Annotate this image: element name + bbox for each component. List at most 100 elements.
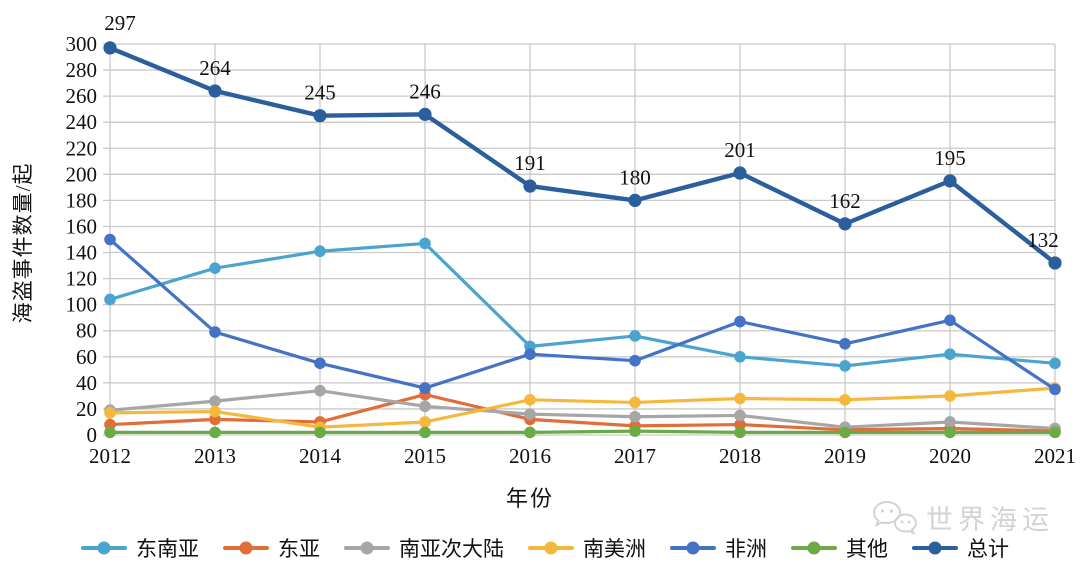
data-point-其他 (629, 425, 641, 437)
data-point-非洲 (524, 348, 536, 360)
data-point-南美洲 (209, 405, 221, 418)
y-tick-label: 280 (66, 58, 98, 82)
data-point-总计 (1048, 256, 1062, 270)
data-point-南美洲 (839, 394, 851, 406)
legend-label: 东亚 (278, 537, 320, 561)
total-data-label: 132 (1027, 228, 1059, 252)
x-tick-label: 2013 (194, 444, 236, 468)
x-tick-label: 2015 (404, 444, 446, 468)
data-point-总计 (103, 41, 117, 55)
data-point-其他 (1049, 426, 1061, 439)
legend-item-其他: 其他 (791, 533, 888, 563)
series-line-非洲 (108, 237, 1057, 391)
total-data-label: 180 (619, 165, 651, 189)
total-data-label: 264 (199, 56, 231, 80)
data-point-非洲 (104, 233, 116, 246)
data-point-东南亚 (419, 237, 431, 250)
total-data-label: 162 (829, 189, 861, 213)
data-point-总计 (418, 107, 432, 121)
x-tick-label: 2020 (929, 444, 971, 468)
data-point-南亚次大陆 (419, 400, 431, 413)
data-point-东南亚 (209, 262, 221, 274)
data-point-东南亚 (839, 360, 851, 372)
legend-label: 东南亚 (136, 537, 199, 561)
data-point-其他 (209, 426, 221, 439)
data-point-其他 (104, 426, 116, 439)
data-point-其他 (524, 426, 536, 439)
data-point-东南亚 (629, 330, 641, 342)
y-tick-label: 220 (66, 136, 98, 160)
watermark-text: 世界海运 (926, 505, 1054, 535)
x-tick-label: 2014 (299, 444, 342, 468)
data-point-其他 (839, 426, 851, 439)
y-tick-label: 20 (76, 397, 97, 421)
x-tick-label: 2012 (89, 444, 131, 468)
legend-swatch (81, 541, 127, 555)
legend-label: 南亚次大陆 (399, 537, 504, 561)
data-point-非洲 (944, 314, 956, 327)
data-point-东南亚 (734, 351, 746, 363)
data-point-总计 (838, 217, 852, 231)
data-point-南美洲 (734, 392, 746, 405)
series-line-南美洲 (108, 386, 1057, 429)
y-tick-label: 100 (66, 293, 98, 317)
total-data-label: 297 (104, 11, 136, 35)
data-point-总计 (943, 174, 957, 188)
data-point-南美洲 (419, 416, 431, 428)
y-tick-label: 160 (66, 214, 98, 238)
data-point-东南亚 (1049, 357, 1061, 370)
data-point-南美洲 (104, 407, 116, 419)
total-data-label: 195 (934, 146, 966, 170)
y-tick-label: 0 (87, 423, 98, 447)
legend-swatch (670, 541, 716, 555)
y-tick-label: 200 (66, 162, 98, 186)
y-tick-label: 300 (66, 32, 98, 56)
legend-swatch (791, 541, 837, 555)
data-point-非洲 (419, 382, 431, 394)
data-point-总计 (628, 193, 642, 207)
y-tick-label: 180 (66, 188, 98, 212)
data-point-南亚次大陆 (524, 408, 536, 420)
legend-marker-dot (807, 541, 821, 555)
data-point-南亚次大陆 (314, 384, 326, 397)
data-point-总计 (733, 166, 747, 180)
x-tick-label: 2016 (509, 444, 551, 468)
legend-marker-dot (239, 541, 253, 555)
legend-item-南美洲: 南美洲 (528, 533, 646, 563)
legend-marker-dot (928, 541, 942, 555)
legend-marker-dot (97, 541, 111, 555)
legend-item-南亚次大陆: 南亚次大陆 (344, 533, 504, 563)
series-line-南亚次大陆 (108, 389, 1057, 431)
data-point-非洲 (629, 354, 641, 367)
legend-item-东亚: 东亚 (223, 533, 320, 563)
y-tick-label: 140 (66, 241, 98, 265)
y-tick-label: 120 (66, 267, 98, 291)
legend-label: 非洲 (725, 537, 767, 561)
watermark: 世界海运 (872, 498, 1054, 537)
y-tick-label: 240 (66, 110, 98, 134)
legend-item-非洲: 非洲 (670, 533, 767, 563)
total-data-label: 201 (724, 138, 756, 162)
data-point-其他 (734, 426, 746, 439)
data-point-南美洲 (944, 390, 956, 402)
data-point-总计 (208, 84, 222, 98)
line-chart: 0204060801001201401601802002202402602803… (66, 11, 1077, 468)
y-tick-label: 80 (76, 319, 97, 343)
x-tick-label: 2018 (719, 444, 761, 468)
data-point-其他 (944, 426, 956, 439)
data-point-东南亚 (944, 348, 956, 360)
x-axis-title: 年份 (505, 486, 554, 511)
series-line-其他 (108, 429, 1057, 434)
data-point-其他 (314, 426, 326, 439)
legend-marker-dot (544, 541, 558, 555)
data-point-总计 (523, 179, 537, 193)
series-line-东南亚 (108, 241, 1057, 368)
x-tick-label: 2021 (1034, 444, 1076, 468)
data-point-南亚次大陆 (209, 395, 221, 407)
data-point-非洲 (314, 357, 326, 370)
data-point-非洲 (1049, 383, 1061, 396)
data-point-东南亚 (314, 245, 326, 258)
data-point-非洲 (734, 315, 746, 328)
legend-item-东南亚: 东南亚 (81, 533, 199, 563)
